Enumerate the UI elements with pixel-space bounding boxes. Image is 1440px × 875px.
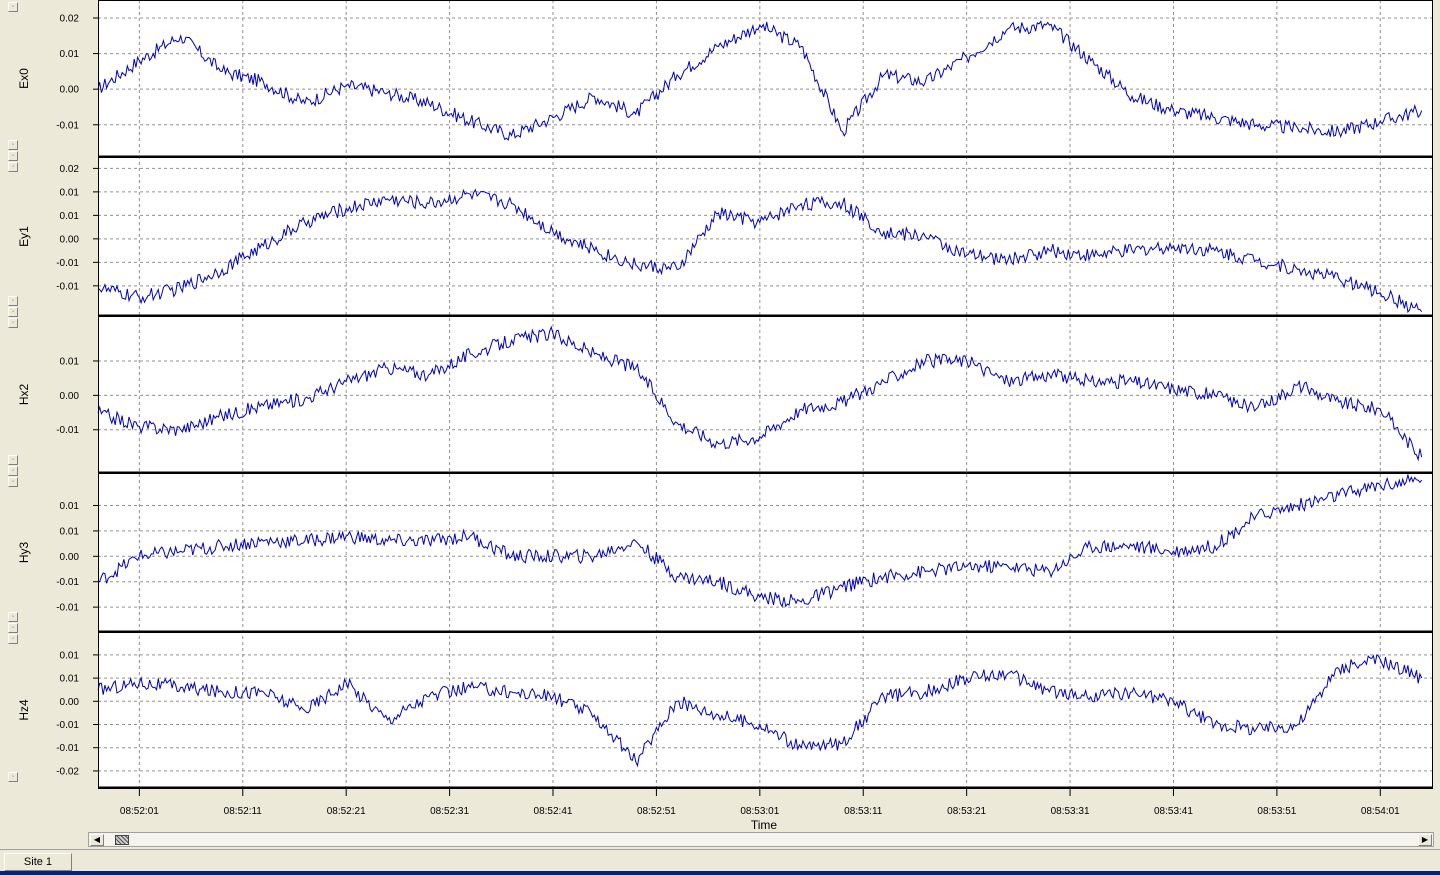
x-tick-label: 08:53:21 — [947, 806, 986, 817]
x-tick-label: 08:52:41 — [534, 806, 573, 817]
panel-splitter-handle[interactable]: · — [8, 772, 18, 782]
arrow-right-icon: ▶ — [1421, 835, 1429, 844]
panel-splitter-handle[interactable]: · — [8, 318, 18, 328]
channel-label-Hz4: Hz4 — [17, 699, 31, 721]
panel-splitter-handle[interactable]: · — [8, 612, 18, 622]
channel-label-Hy3: Hy3 — [17, 542, 31, 564]
panel-splitter-handle[interactable]: · — [8, 634, 18, 644]
channel-panel-Hx2: 0.01 0.00 -0.01 Hx2 — [17, 325, 1433, 474]
x-tick-label: 08:52:21 — [327, 806, 366, 817]
y-tick-label: 0.01 — [60, 650, 80, 661]
x-tick-label: 08:52:51 — [637, 806, 676, 817]
y-tick-label: 0.01 — [60, 674, 80, 685]
panel-splitter-handle[interactable]: · — [8, 2, 18, 12]
trace-Hz4 — [97, 654, 1423, 768]
window-frame-bottom — [0, 871, 1440, 875]
trace-Ex0 — [97, 20, 1423, 141]
channel-label-Ey1: Ey1 — [17, 226, 31, 247]
panel-separator — [98, 155, 1433, 158]
scroll-thumb[interactable] — [115, 835, 129, 845]
multi-channel-plot: 0.02 0.01 0.00 -0.01 Ex0 0.02 0.01 0.01 0.00 -0.0… — [17, 0, 1433, 832]
y-tick-label: 0.01 — [60, 526, 80, 537]
panel-separator — [98, 314, 1433, 317]
panel-splitter-handle[interactable]: · — [8, 151, 18, 161]
y-tick-label: 0.02 — [60, 14, 80, 25]
y-tick-label: -0.02 — [56, 766, 79, 777]
scroll-right-button[interactable]: ▶ — [1418, 834, 1432, 846]
panel-splitter-handle[interactable]: · — [8, 623, 18, 633]
channel-panel-Hy3: 0.01 0.01 0.00 -0.01 -0.01 Hy3 — [17, 473, 1433, 633]
x-tick-label: 08:53:41 — [1154, 806, 1193, 817]
y-tick-label: -0.01 — [56, 603, 79, 614]
y-tick-label: -0.01 — [56, 720, 79, 731]
trace-Ey1 — [97, 188, 1423, 314]
y-tick-label: 0.01 — [60, 211, 80, 222]
x-tick-label: 08:53:11 — [844, 806, 883, 817]
site-tab[interactable]: Site 1 — [4, 853, 72, 871]
panel-splitter-handle[interactable]: · — [8, 477, 18, 487]
y-tick-label: -0.01 — [56, 743, 79, 754]
x-tick-label: 08:53:31 — [1051, 806, 1090, 817]
x-tick-label: 08:53:51 — [1257, 806, 1296, 817]
x-tick-label: 08:52:01 — [120, 806, 159, 817]
y-tick-label: 0.01 — [60, 187, 80, 198]
channel-panel-Ey1: 0.02 0.01 0.01 0.00 -0.01 -0.01 Ey1 — [17, 164, 1433, 317]
panel-splitter-handle[interactable]: · — [8, 307, 18, 317]
panel-splitter-handle[interactable]: · — [8, 140, 18, 150]
y-tick-label: 0.00 — [60, 85, 80, 96]
y-tick-label: -0.01 — [56, 425, 79, 436]
y-tick-label: -0.01 — [56, 258, 79, 269]
x-tick-label: 08:54:01 — [1361, 806, 1400, 817]
trace-Hx2 — [97, 325, 1423, 462]
channel-label-Hx2: Hx2 — [17, 384, 31, 406]
y-tick-label: 0.00 — [60, 552, 80, 563]
status-bar: Site 1 — [0, 849, 1440, 875]
panel-splitter-handle[interactable]: · — [8, 296, 18, 306]
channel-panel-Ex0: 0.02 0.01 0.00 -0.01 Ex0 — [17, 14, 1433, 158]
panel-separator — [98, 471, 1433, 474]
y-tick-label: -0.01 — [56, 281, 79, 292]
y-tick-label: 0.00 — [60, 391, 80, 402]
panel-splitter-handle[interactable]: · — [8, 466, 18, 476]
y-tick-label: 0.02 — [60, 164, 80, 175]
y-tick-label: 0.00 — [60, 234, 80, 245]
x-axis-title: Time — [751, 818, 778, 832]
panel-splitter-handle[interactable]: · — [8, 455, 18, 465]
x-tick-label: 08:52:11 — [224, 806, 263, 817]
y-tick-label: -0.01 — [56, 120, 79, 131]
channel-label-Ex0: Ex0 — [17, 68, 31, 89]
y-tick-label: 0.00 — [60, 697, 80, 708]
panel-splitter-handle[interactable]: · — [8, 162, 18, 172]
scroll-left-button[interactable]: ◀ — [90, 834, 104, 846]
arrow-left-icon: ◀ — [93, 835, 101, 844]
x-tick-label: 08:52:31 — [430, 806, 469, 817]
panel-separator — [98, 630, 1433, 633]
horizontal-scrollbar[interactable]: ◀ ▶ — [88, 832, 1434, 847]
y-tick-label: 0.01 — [60, 356, 80, 367]
y-tick-label: 0.01 — [60, 501, 80, 512]
x-tick-label: 08:53:01 — [740, 806, 779, 817]
y-tick-label: 0.01 — [60, 49, 80, 60]
trace-Hy3 — [98, 473, 1423, 608]
y-tick-label: -0.01 — [56, 577, 79, 588]
